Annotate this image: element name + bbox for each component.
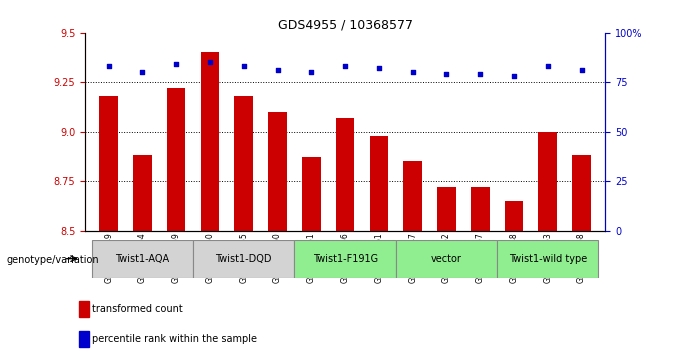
Point xyxy=(407,69,418,75)
Point xyxy=(475,71,486,77)
Point xyxy=(373,65,384,71)
Text: Twist1-DQD: Twist1-DQD xyxy=(216,254,272,264)
Point xyxy=(103,64,114,69)
Point xyxy=(238,64,249,69)
Bar xyxy=(396,240,497,278)
Point xyxy=(509,73,520,79)
Point xyxy=(576,68,587,73)
Bar xyxy=(79,301,88,317)
Bar xyxy=(437,187,456,231)
Bar xyxy=(336,118,354,231)
Bar xyxy=(294,240,396,278)
Text: Twist1-F191G: Twist1-F191G xyxy=(313,254,377,264)
Point xyxy=(205,60,216,65)
Bar xyxy=(370,135,388,231)
Bar xyxy=(268,112,287,231)
Point xyxy=(340,64,351,69)
Text: Twist1-wild type: Twist1-wild type xyxy=(509,254,587,264)
Text: genotype/variation: genotype/variation xyxy=(7,254,99,265)
Bar xyxy=(403,161,422,231)
Point xyxy=(441,71,452,77)
Bar xyxy=(505,201,524,231)
Title: GDS4955 / 10368577: GDS4955 / 10368577 xyxy=(277,19,413,32)
Bar xyxy=(99,96,118,231)
Text: vector: vector xyxy=(431,254,462,264)
Text: percentile rank within the sample: percentile rank within the sample xyxy=(92,334,258,344)
Bar xyxy=(235,96,253,231)
Point xyxy=(272,68,283,73)
Bar xyxy=(471,187,490,231)
Point xyxy=(171,61,182,67)
Point xyxy=(137,69,148,75)
Point xyxy=(543,64,554,69)
Text: Twist1-AQA: Twist1-AQA xyxy=(116,254,169,264)
Bar xyxy=(201,53,219,231)
Bar xyxy=(302,157,320,231)
Bar xyxy=(539,132,557,231)
Bar xyxy=(79,331,88,347)
Bar xyxy=(193,240,294,278)
Bar xyxy=(497,240,598,278)
Bar xyxy=(92,240,193,278)
Bar xyxy=(133,155,152,231)
Text: transformed count: transformed count xyxy=(92,303,183,314)
Bar xyxy=(573,155,591,231)
Bar xyxy=(167,88,186,231)
Point xyxy=(306,69,317,75)
